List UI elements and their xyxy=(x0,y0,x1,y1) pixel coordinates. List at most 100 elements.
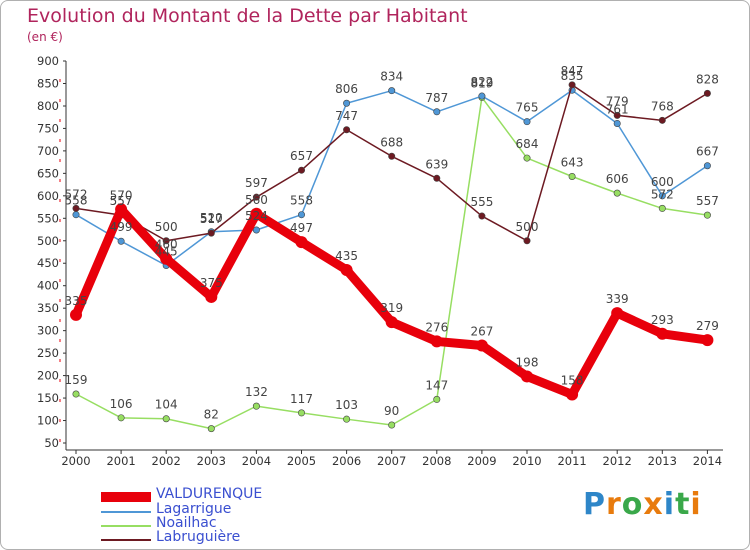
x-tick-label-0: 2000 xyxy=(61,454,90,468)
data-label-1-3: 520 xyxy=(200,211,223,225)
data-label-2-5: 117 xyxy=(290,392,313,406)
data-label-0-10: 198 xyxy=(516,355,539,369)
proxiti-logo: Proxiti xyxy=(583,487,702,522)
data-label-1-11: 835 xyxy=(561,69,584,83)
x-tick-label-11: 2011 xyxy=(557,454,586,468)
data-label-2-13: 572 xyxy=(651,187,674,201)
data-label-2-14: 557 xyxy=(696,194,719,208)
data-point-0-7 xyxy=(385,316,398,329)
data-point-2-2 xyxy=(162,415,170,423)
x-tick-label-4: 2004 xyxy=(242,454,271,468)
data-label-1-4: 524 xyxy=(245,209,268,223)
data-point-3-14 xyxy=(703,89,711,97)
data-point-2-13 xyxy=(658,204,666,212)
data-label-3-10: 500 xyxy=(516,220,539,234)
data-label-1-2: 445 xyxy=(155,244,178,258)
data-label-1-0: 558 xyxy=(65,194,88,208)
y-tick-label-1: 100 xyxy=(37,414,59,428)
chart-title: Evolution du Montant de la Dette par Hab… xyxy=(27,5,468,27)
data-point-1-13 xyxy=(658,192,666,200)
y-tick-label-15: 800 xyxy=(37,99,59,113)
data-point-0-14 xyxy=(701,334,714,347)
data-point-2-12 xyxy=(613,189,621,197)
data-label-2-0: 159 xyxy=(65,373,88,387)
y-tick-label-5: 300 xyxy=(37,324,59,338)
y-tick-label-6: 350 xyxy=(37,301,59,315)
data-label-2-11: 643 xyxy=(561,155,584,169)
data-point-1-0 xyxy=(72,211,80,219)
data-label-2-4: 132 xyxy=(245,385,268,399)
data-point-3-3 xyxy=(207,229,215,237)
data-point-2-3 xyxy=(207,425,215,433)
data-label-1-7: 834 xyxy=(380,70,403,84)
data-label-0-12: 339 xyxy=(606,292,629,306)
x-tick-label-5: 2005 xyxy=(287,454,316,468)
chart-subtitle: (en €) xyxy=(27,30,63,44)
data-point-1-4 xyxy=(252,226,260,234)
data-label-2-3: 82 xyxy=(204,408,219,422)
y-tick-label-9: 500 xyxy=(37,234,59,248)
data-label-2-1: 106 xyxy=(110,397,133,411)
y-tick-label-14: 750 xyxy=(37,121,59,135)
data-point-2-4 xyxy=(252,402,260,410)
data-point-0-4 xyxy=(250,207,263,220)
data-point-2-10 xyxy=(523,154,531,162)
data-label-2-12: 606 xyxy=(606,172,629,186)
x-tick-label-9: 2009 xyxy=(467,454,496,468)
y-tick-label-3: 200 xyxy=(37,369,59,383)
data-label-0-14: 279 xyxy=(696,319,719,333)
data-label-2-7: 90 xyxy=(384,404,399,418)
legend-swatch-1 xyxy=(101,511,151,513)
data-point-1-1 xyxy=(117,237,125,245)
data-label-1-10: 765 xyxy=(516,101,539,115)
y-tick-label-2: 150 xyxy=(37,391,59,405)
data-point-3-4 xyxy=(252,193,260,201)
data-point-1-7 xyxy=(388,87,396,95)
data-label-3-9: 555 xyxy=(470,195,493,209)
x-tick-label-2: 2002 xyxy=(152,454,181,468)
data-label-3-7: 688 xyxy=(380,135,403,149)
data-point-3-7 xyxy=(388,152,396,160)
data-point-0-2 xyxy=(160,252,173,265)
data-point-1-5 xyxy=(297,211,305,219)
data-label-3-12: 779 xyxy=(606,94,629,108)
y-tick-label-17: 900 xyxy=(37,54,59,68)
data-point-2-11 xyxy=(568,172,576,180)
data-point-0-6 xyxy=(340,263,353,276)
legend-label-3: Labruguière xyxy=(156,529,241,545)
data-label-3-4: 597 xyxy=(245,176,268,190)
x-tick-label-3: 2003 xyxy=(197,454,226,468)
y-tick-label-0: 50 xyxy=(44,436,59,450)
data-label-3-2: 500 xyxy=(155,220,178,234)
y-tick-label-7: 400 xyxy=(37,279,59,293)
data-label-3-1: 557 xyxy=(110,194,133,208)
data-label-3-0: 572 xyxy=(65,187,88,201)
data-point-2-6 xyxy=(343,415,351,423)
legend-swatch-0 xyxy=(101,492,151,502)
data-point-1-9 xyxy=(478,92,486,100)
y-tick-label-13: 700 xyxy=(37,144,59,158)
legend-label-1: Lagarrigue xyxy=(156,501,232,517)
y-tick-label-11: 600 xyxy=(37,189,59,203)
x-tick-label-6: 2006 xyxy=(332,454,361,468)
data-point-2-0 xyxy=(72,390,80,398)
data-label-3-6: 747 xyxy=(335,109,358,123)
data-point-1-14 xyxy=(703,162,711,170)
data-point-3-13 xyxy=(658,116,666,124)
y-tick-label-8: 450 xyxy=(37,256,59,270)
data-point-3-8 xyxy=(433,174,441,182)
x-tick-label-10: 2010 xyxy=(512,454,541,468)
y-tick-label-12: 650 xyxy=(37,166,59,180)
data-label-0-0: 335 xyxy=(65,294,88,308)
data-label-1-5: 558 xyxy=(290,194,313,208)
data-point-2-7 xyxy=(388,421,396,429)
data-label-0-2: 460 xyxy=(155,238,178,252)
data-point-0-9 xyxy=(475,339,488,352)
y-tick-label-10: 550 xyxy=(37,211,59,225)
data-label-1-8: 787 xyxy=(425,91,448,105)
data-point-0-10 xyxy=(521,370,533,383)
x-tick-label-8: 2008 xyxy=(422,454,451,468)
data-point-3-2 xyxy=(162,237,170,245)
data-label-2-8: 147 xyxy=(425,378,448,392)
data-label-3-14: 828 xyxy=(696,72,719,86)
